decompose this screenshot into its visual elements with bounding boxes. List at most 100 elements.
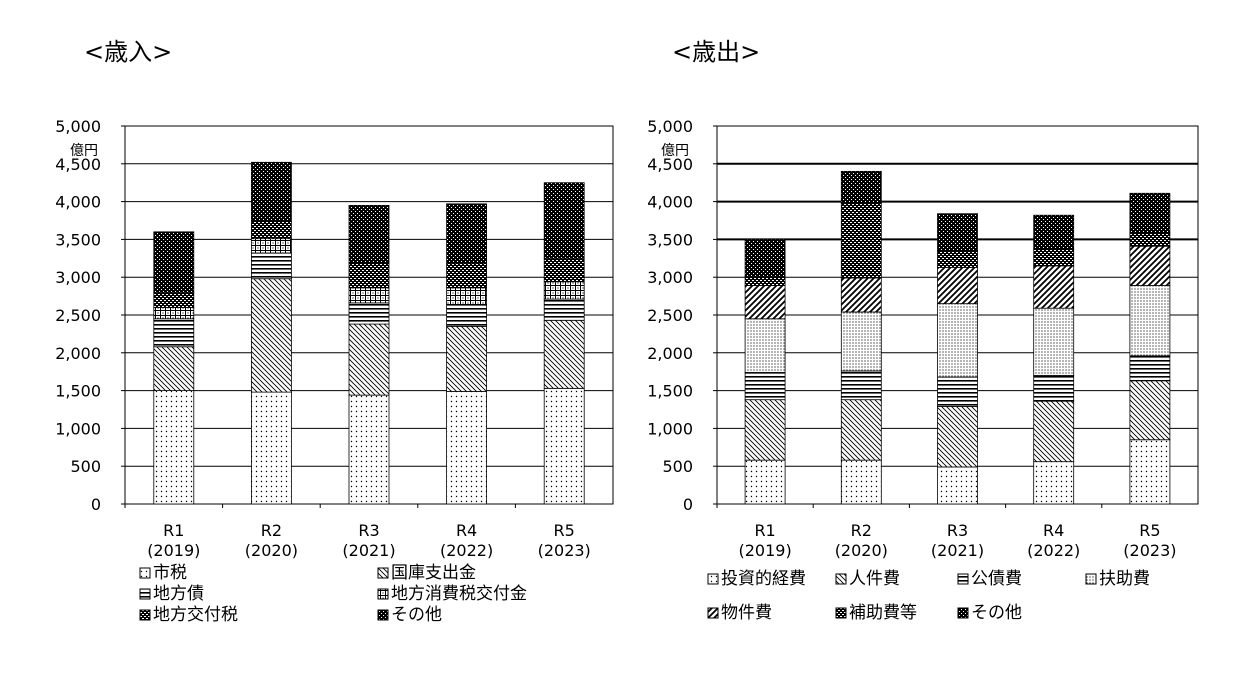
y-tick-label: 2,000 [647,344,693,363]
bar-segment-4 [348,287,390,304]
x-tick-label: (2020) [835,541,888,560]
y-tick-label: 500 [70,457,101,476]
y-tick-label: 500 [662,457,693,476]
legend-label: 地方債 [153,584,204,604]
legend-swatch [139,609,151,621]
expenditure-plot-area: 0 500 1,000 1,500 2,000 2,500 3,000 3,500 4,000 4… [647,117,1199,560]
bar-segment-1 [840,459,882,505]
bar-segment-1 [543,387,585,505]
y-tick-label: 3,500 [647,230,693,249]
bar-segment-1 [446,390,488,505]
bar-segment-1 [348,394,390,505]
bar-segment-4 [1033,307,1075,376]
y-tick-label: 4,500 [647,155,693,174]
legend-label: 地方交付税 [153,605,238,625]
bar-segment-4 [744,318,786,373]
x-tick-label: R2 [851,521,872,540]
y-tick-label: 2,000 [55,344,101,363]
revenue-plot-area: 0 500 1,000 1,500 2,000 2,500 3,000 3,500 4,000 4… [55,117,614,560]
x-tick-label: (2022) [440,541,493,560]
bar-segment-2 [543,319,585,389]
legend-label: 地方消費税交付金 [391,584,527,604]
x-tick-label: (2020) [245,541,298,560]
bar-segment-7 [1033,214,1075,250]
bar-segment-7 [1129,192,1171,233]
x-tick-label: (2023) [1123,541,1176,560]
legend-swatch [835,573,847,585]
legend-swatch [377,588,389,600]
bar-segment-5 [348,262,390,289]
bar-segment-6 [348,204,390,264]
bar-segment-5 [446,263,488,289]
bar-segment-6 [937,250,978,268]
bar-segment-2 [348,323,390,396]
bar-segment-3 [840,370,882,401]
x-tick-label: (2019) [738,541,791,560]
legend-swatch [377,567,389,579]
legend-swatch [707,607,719,619]
expenditure-chart: <歳出> 億円 0 500 1,000 1,500 2,000 2,500 3,000 3,5… [647,38,1199,623]
x-tick-label: (2021) [342,541,395,560]
y-tick-label: 3,000 [647,268,693,287]
legend-label: その他 [971,603,1022,623]
bar-segment-1 [937,466,978,505]
bar-segment-3 [1129,355,1171,382]
x-tick-label: R5 [554,521,575,540]
y-tick-label: 4,500 [55,155,101,174]
bar-segment-4 [153,307,195,320]
bar-segment-5 [937,266,978,305]
bar-segment-6 [1129,232,1171,247]
x-tick-label: (2022) [1027,541,1080,560]
revenue-chart: <歳入> 億円 0 500 1,000 1,500 2,000 2,500 3,000 3,5… [55,38,614,625]
bar-segment-3 [153,318,195,348]
bar-segment-6 [250,161,292,222]
bar-segment-7 [744,238,786,277]
bar-segment-4 [250,238,292,254]
legend-label: 人件費 [849,569,900,589]
x-tick-label: R3 [358,521,379,540]
legend-label: 物件費 [721,603,772,623]
bar-segment-5 [543,257,585,283]
legend-swatch [707,573,719,585]
y-tick-label: 3,000 [55,268,101,287]
legend-label: 公債費 [971,569,1022,589]
bar-segment-2 [1033,400,1075,463]
legend-label: 投資的経費 [721,569,806,589]
bar-segment-3 [937,376,978,407]
bar-segment-2 [153,346,195,392]
legend-label: 市税 [153,563,187,583]
bar-segment-1 [153,390,195,505]
y-tick-label: 5,000 [55,117,101,136]
bar-segment-2 [250,278,292,393]
bar-segment-4 [543,281,585,300]
bar-segment-3 [543,298,585,321]
x-tick-label: R1 [754,521,775,540]
x-tick-label: R4 [456,521,477,540]
bar-segment-3 [250,252,292,280]
legend-label: 補助費等 [849,603,917,623]
x-tick-label: R2 [261,521,282,540]
bar-segment-5 [250,220,292,240]
y-tick-label: 2,500 [55,306,101,325]
bar-segment-5 [1129,245,1171,286]
bar-segment-6 [543,182,585,259]
y-tick-label: 3,500 [55,230,101,249]
x-tick-label: R1 [163,521,184,540]
bar-segment-3 [744,372,786,401]
legend-swatch [139,588,151,600]
revenue-chart-title: <歳入> [84,38,172,66]
bar-segment-1 [1129,439,1171,505]
x-tick-label: R5 [1139,521,1160,540]
bar-segment-4 [1129,285,1171,357]
revenue-unit-label: 億円 [70,143,98,159]
bar-segment-4 [446,287,488,305]
bar-segment-3 [446,304,488,327]
bar-segment-6 [840,202,882,279]
y-tick-label: 0 [683,495,693,514]
bar-segment-7 [840,170,882,204]
bar-segment-6 [153,231,195,293]
legend-swatch [957,607,969,619]
